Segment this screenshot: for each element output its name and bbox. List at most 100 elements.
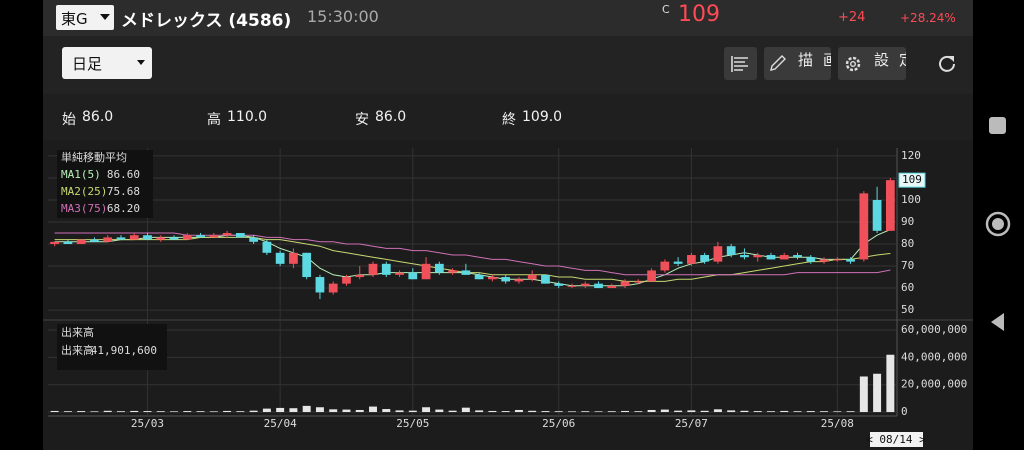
legend-title: 出来高	[61, 325, 94, 339]
candle-body	[302, 252, 312, 278]
candle-body	[673, 261, 683, 264]
change-percent: +28.24%	[900, 11, 956, 25]
volume-bar	[448, 410, 457, 413]
summary-label: 安	[355, 112, 369, 128]
candle-body	[50, 241, 60, 245]
volume-bar	[859, 376, 868, 413]
legend-value: 41,901,600	[91, 344, 157, 357]
candle-body	[846, 259, 855, 262]
list-icon	[731, 56, 748, 72]
volume-bar	[581, 411, 590, 413]
refresh-button[interactable]	[936, 53, 958, 75]
volume-bar	[342, 409, 351, 413]
nav-recent[interactable]	[987, 115, 1009, 137]
period-select[interactable]: 日足	[62, 47, 152, 79]
candle-body	[395, 272, 404, 275]
volume-bar	[528, 410, 537, 413]
candle-body	[103, 237, 113, 242]
volume-bar	[276, 407, 285, 413]
volume-bar	[63, 411, 72, 413]
price-flag: C	[662, 3, 670, 16]
volume-bar	[833, 411, 842, 413]
candle-body	[90, 239, 99, 242]
legend-box	[57, 150, 153, 218]
volume-bar	[262, 408, 271, 413]
dropdown-arrow	[100, 14, 110, 20]
y-tick-label: 80	[901, 237, 914, 250]
settings-button[interactable]: 設定	[838, 47, 906, 80]
volume-bar	[50, 410, 59, 413]
candle-body	[580, 283, 590, 286]
legend-name: MA1(5)	[61, 168, 101, 181]
volume-bar	[634, 411, 643, 413]
candle-body	[594, 283, 603, 289]
candle-body	[607, 285, 617, 289]
volume-bar	[395, 410, 404, 413]
draw-label: 描画	[798, 51, 831, 69]
y-tick-label: 90	[901, 215, 914, 228]
summary-value: 110.0	[227, 109, 268, 125]
volume-bar	[77, 411, 86, 413]
nav-home[interactable]	[985, 211, 1011, 237]
candle-body	[196, 235, 205, 238]
period: 日足	[72, 55, 103, 73]
candle-body	[872, 199, 882, 231]
pencil-icon	[770, 55, 786, 71]
indicator-button[interactable]	[724, 47, 757, 80]
volume-bar	[886, 354, 895, 413]
volume-bar	[873, 373, 882, 413]
volume-bar	[408, 410, 417, 413]
volume-bar	[209, 411, 218, 413]
candle-body	[740, 255, 749, 258]
volume-bar	[660, 409, 669, 413]
volume-bar	[740, 410, 749, 413]
legend-value: 86.60	[107, 168, 140, 181]
legend-value: 68.20	[107, 202, 140, 215]
volume-bar	[594, 411, 603, 413]
candle-body	[355, 274, 365, 278]
nav-back[interactable]	[988, 311, 1008, 333]
candle-body	[461, 270, 471, 275]
ma-line	[54, 236, 891, 282]
candle-body	[368, 263, 378, 275]
volume-bar	[422, 407, 431, 413]
price-tag	[898, 172, 926, 188]
summary-value: 109.0	[522, 109, 563, 125]
candle-body	[421, 263, 431, 280]
candle-body	[700, 255, 710, 262]
volume-bar	[793, 411, 802, 413]
candle-body	[289, 252, 298, 264]
candle-body	[249, 237, 258, 242]
candle-body	[793, 255, 802, 258]
ma-line	[54, 232, 891, 276]
candle-body	[169, 237, 179, 240]
market-select[interactable]: 東G	[56, 5, 114, 30]
candle-body	[541, 274, 550, 284]
candle-body	[660, 261, 670, 271]
y-tick-label: 100	[901, 193, 921, 206]
change: +24	[838, 10, 866, 25]
legend-value: 75.68	[107, 185, 140, 198]
volume-bar	[475, 410, 484, 413]
volume-bar	[130, 410, 139, 413]
candle-body	[448, 270, 457, 273]
x-tick-label: 25/08	[821, 417, 854, 430]
x-tick-label: 25/06	[542, 417, 575, 430]
candle-body	[182, 235, 192, 240]
x-tick-label: 25/05	[396, 417, 429, 430]
y-tick-label: 50	[901, 303, 914, 316]
candle-body	[315, 277, 325, 293]
candle-body	[156, 237, 166, 240]
y-tick-label: 40,000,000	[901, 350, 967, 363]
candle-body	[76, 239, 86, 245]
volume-bar	[753, 411, 762, 413]
price-tag-label: 109	[902, 173, 922, 186]
y-tick-label: 20,000,000	[901, 378, 967, 391]
draw-button[interactable]: 描画	[764, 47, 831, 80]
candle-body	[129, 235, 139, 240]
gear-icon	[845, 56, 861, 72]
candle-body	[408, 272, 418, 280]
candle-body	[633, 281, 643, 283]
candle-body	[209, 235, 219, 238]
volume-bar	[780, 410, 789, 413]
